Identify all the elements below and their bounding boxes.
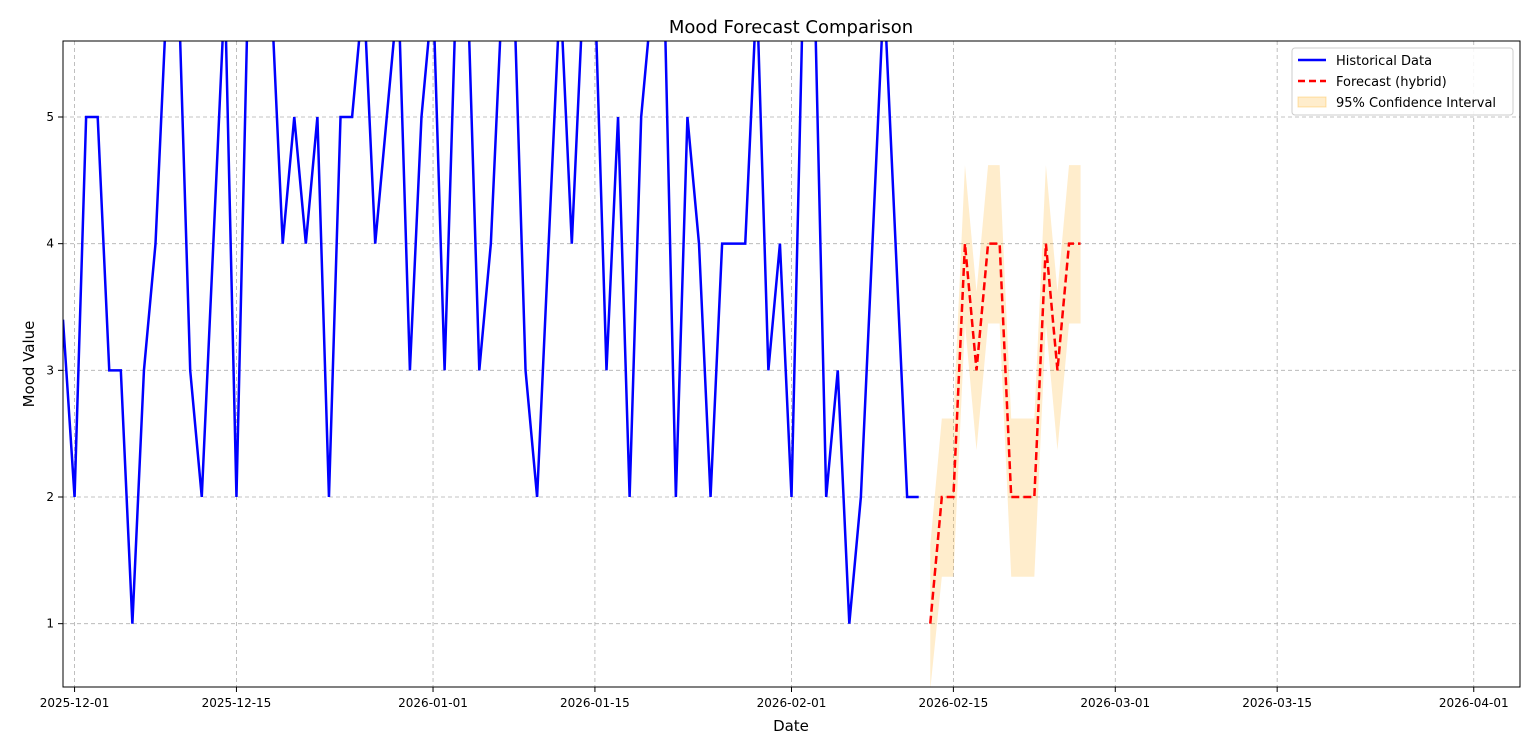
legend: Historical Data Forecast (hybrid) 95% Co… [1291,47,1514,116]
legend-confidence-swatch [1297,96,1327,108]
y-axis-ticks: 1 2 3 4 5 [46,110,63,631]
x-axis-ticks: 2025-12-01 2025-12-15 2026-01-01 2026-01-15… [40,687,1509,710]
y-tick-label: 4 [46,237,54,251]
y-tick-label: 2 [46,490,54,504]
legend-forecast-label: Forecast (hybrid) [1336,75,1447,90]
chart-title: Mood Forecast Comparison [669,17,913,38]
legend-confidence-label: 95% Confidence Interval [1336,96,1496,111]
x-tick-label: 2025-12-01 [40,696,110,710]
x-tick-label: 2026-01-01 [398,696,468,710]
x-axis-label: Date [773,717,809,735]
legend-historical-label: Historical Data [1336,54,1432,69]
grid-lines [63,41,1520,687]
x-tick-label: 2025-12-15 [202,696,272,710]
y-tick-label: 5 [46,110,54,124]
y-axis-label: Mood Value [20,321,38,408]
x-tick-label: 2026-03-15 [1242,696,1312,710]
series-layer [63,41,1081,624]
forecast-series-line [929,242,1081,624]
y-tick-label: 1 [46,617,54,631]
confidence-band-layer [930,165,1081,687]
y-tick-label: 3 [46,363,54,377]
x-tick-label: 2026-01-15 [560,696,630,710]
x-tick-label: 2026-02-15 [919,696,989,710]
x-tick-label: 2026-03-01 [1080,696,1150,710]
confidence-band [930,165,1081,687]
historical-series-line [63,41,919,624]
x-tick-label: 2026-04-01 [1439,696,1509,710]
x-tick-label: 2026-02-01 [757,696,827,710]
legend-box [1291,47,1514,116]
